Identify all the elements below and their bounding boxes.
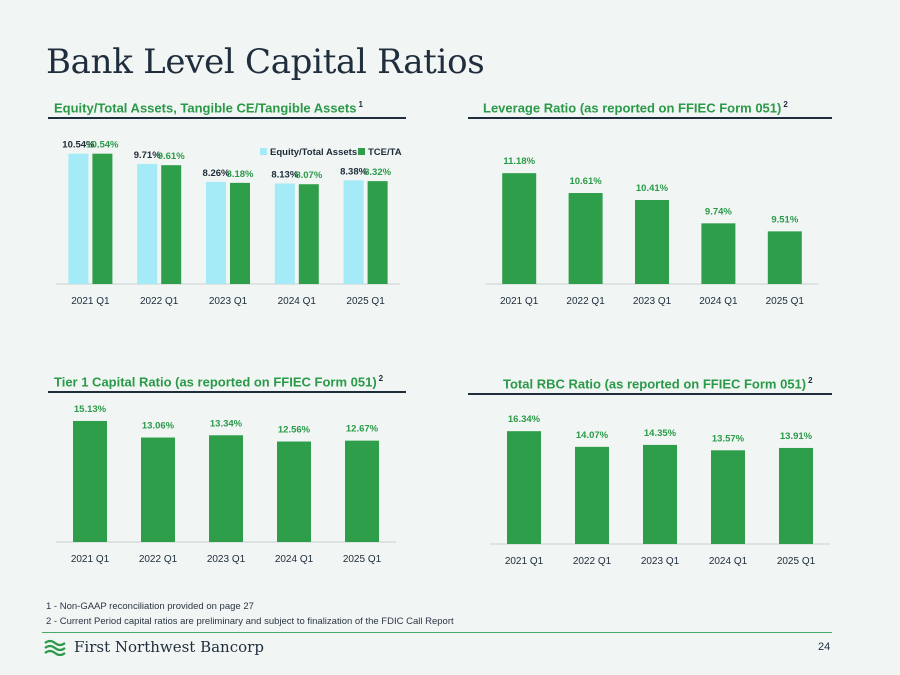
equity-chart: 10.54%10.54% 2021 Q1 9.71%9.61% 2022 Q1 8.26… [56, 140, 402, 307]
rbc-bar [643, 444, 677, 544]
rbc-title-rule [468, 393, 832, 395]
legend-swatch [260, 148, 267, 155]
tier1-bar [141, 437, 175, 542]
footnote-1: 1 - Non-GAAP reconciliation provided on … [46, 601, 254, 612]
rbc-tick-label: 2021 Q1 [505, 556, 544, 567]
rbc-chart: 16.34% 2021 Q1 14.07% 2022 Q1 14.35% 2023 Q1 1… [490, 414, 830, 567]
equity-bar [298, 184, 319, 284]
rbc-bar [711, 450, 745, 544]
equity-data-label: 8.13% [271, 169, 298, 180]
leverage-bar [502, 173, 537, 284]
equity-tick-label: 2023 Q1 [209, 296, 248, 307]
leverage-chart-title: Leverage Ratio (as reported on FFIEC For… [483, 100, 788, 116]
leverage-tick-label: 2023 Q1 [633, 296, 672, 307]
leverage-title-rule [468, 117, 832, 119]
tier1-data-label: 13.06% [142, 421, 175, 432]
wave-logo-icon [44, 639, 66, 656]
leverage-data-label: 9.51% [771, 214, 798, 225]
equity-data-label: 9.71% [134, 150, 161, 161]
rbc-chart-title: Total RBC Ratio (as reported on FFIEC Fo… [503, 376, 813, 392]
tier1-title-rule [48, 391, 406, 393]
tier1-data-label: 12.56% [278, 425, 311, 436]
rbc-data-label: 13.91% [780, 431, 813, 442]
equity-tick-label: 2021 Q1 [71, 296, 110, 307]
leverage-tick-label: 2024 Q1 [699, 296, 738, 307]
legend-label: Equity/Total Assets [270, 147, 357, 158]
equity-bar [137, 163, 158, 284]
equity-data-label: 8.38% [340, 166, 367, 177]
footnote-2: 2 - Current Period capital ratios are pr… [46, 616, 454, 627]
equity-bar [274, 183, 295, 284]
tier1-bar [345, 440, 379, 542]
footnote-ref: 2 [378, 374, 384, 383]
footnote-ref: 2 [783, 100, 788, 109]
page-number: 24 [818, 641, 831, 653]
equity-tick-label: 2024 Q1 [278, 296, 317, 307]
leverage-bar [568, 193, 603, 284]
rbc-tick-label: 2022 Q1 [573, 556, 612, 567]
leverage-chart: 11.18% 2021 Q1 10.61% 2022 Q1 10.41% 2023 Q1 9… [486, 156, 818, 307]
leverage-bar [701, 223, 736, 284]
tier1-tick-label: 2025 Q1 [343, 554, 382, 565]
equity-bar [206, 181, 226, 284]
leverage-bar [635, 199, 669, 284]
rbc-bar [507, 431, 541, 544]
equity-data-label: 8.32% [364, 167, 391, 178]
leverage-tick-label: 2021 Q1 [500, 296, 539, 307]
tier1-bar [209, 435, 243, 542]
leverage-data-label: 10.41% [636, 183, 669, 194]
tier1-chart: 15.13% 2021 Q1 13.06% 2022 Q1 13.34% 2023 Q1 1… [56, 404, 396, 565]
tier1-tick-label: 2024 Q1 [275, 554, 314, 565]
tier1-tick-label: 2023 Q1 [207, 554, 246, 565]
equity-bar [68, 153, 89, 284]
footnote-ref: 1 [358, 100, 363, 109]
equity-data-label: 8.07% [295, 170, 322, 181]
equity-data-label: 8.18% [227, 169, 254, 180]
footer-rule [42, 632, 832, 633]
equity-bar [161, 165, 182, 284]
legend-swatch [358, 148, 365, 155]
equity-bar [92, 153, 113, 284]
leverage-data-label: 9.74% [705, 206, 732, 217]
legend-label: TCE/TA [368, 147, 402, 158]
equity-bar [230, 182, 250, 284]
rbc-tick-label: 2023 Q1 [641, 556, 680, 567]
tier1-tick-label: 2022 Q1 [139, 554, 178, 565]
equity-data-label: 10.54% [86, 140, 119, 151]
rbc-data-label: 16.34% [508, 414, 541, 425]
tier1-tick-label: 2021 Q1 [71, 554, 110, 565]
equity-title-rule [48, 117, 406, 119]
tier1-bar [277, 441, 311, 542]
equity-chart-title: Equity/Total Assets, Tangible CE/Tangibl… [54, 100, 363, 116]
equity-tick-label: 2025 Q1 [346, 296, 385, 307]
tier1-bar [73, 420, 107, 542]
equity-tick-label: 2022 Q1 [140, 296, 179, 307]
rbc-data-label: 14.07% [576, 430, 609, 441]
equity-data-label: 9.61% [158, 151, 185, 162]
leverage-tick-label: 2025 Q1 [766, 296, 805, 307]
leverage-tick-label: 2022 Q1 [566, 296, 605, 307]
company-name: First Northwest Bancorp [74, 638, 264, 656]
rbc-tick-label: 2025 Q1 [777, 556, 816, 567]
equity-data-label: 8.26% [203, 168, 230, 179]
leverage-bar [767, 231, 802, 284]
page-title: Bank Level Capital Ratios [46, 42, 485, 82]
company-logo: First Northwest Bancorp [44, 638, 264, 656]
tier1-data-label: 15.13% [74, 404, 107, 415]
equity-bar [343, 180, 364, 284]
equity-data-label: 10.54% [62, 140, 95, 151]
equity-bar [367, 181, 388, 284]
footnote-ref: 2 [808, 376, 813, 385]
rbc-tick-label: 2024 Q1 [709, 556, 748, 567]
tier1-data-label: 13.34% [210, 418, 243, 429]
footnotes: 1 - Non-GAAP reconciliation provided on … [46, 599, 454, 629]
leverage-data-label: 11.18% [503, 156, 535, 167]
rbc-data-label: 14.35% [644, 428, 677, 439]
rbc-bar [575, 446, 609, 544]
leverage-data-label: 10.61% [569, 176, 602, 187]
tier1-chart-title: Tier 1 Capital Ratio (as reported on FFI… [54, 374, 384, 390]
rbc-bar [779, 447, 813, 544]
tier1-data-label: 12.67% [346, 424, 379, 435]
rbc-data-label: 13.57% [712, 433, 745, 444]
